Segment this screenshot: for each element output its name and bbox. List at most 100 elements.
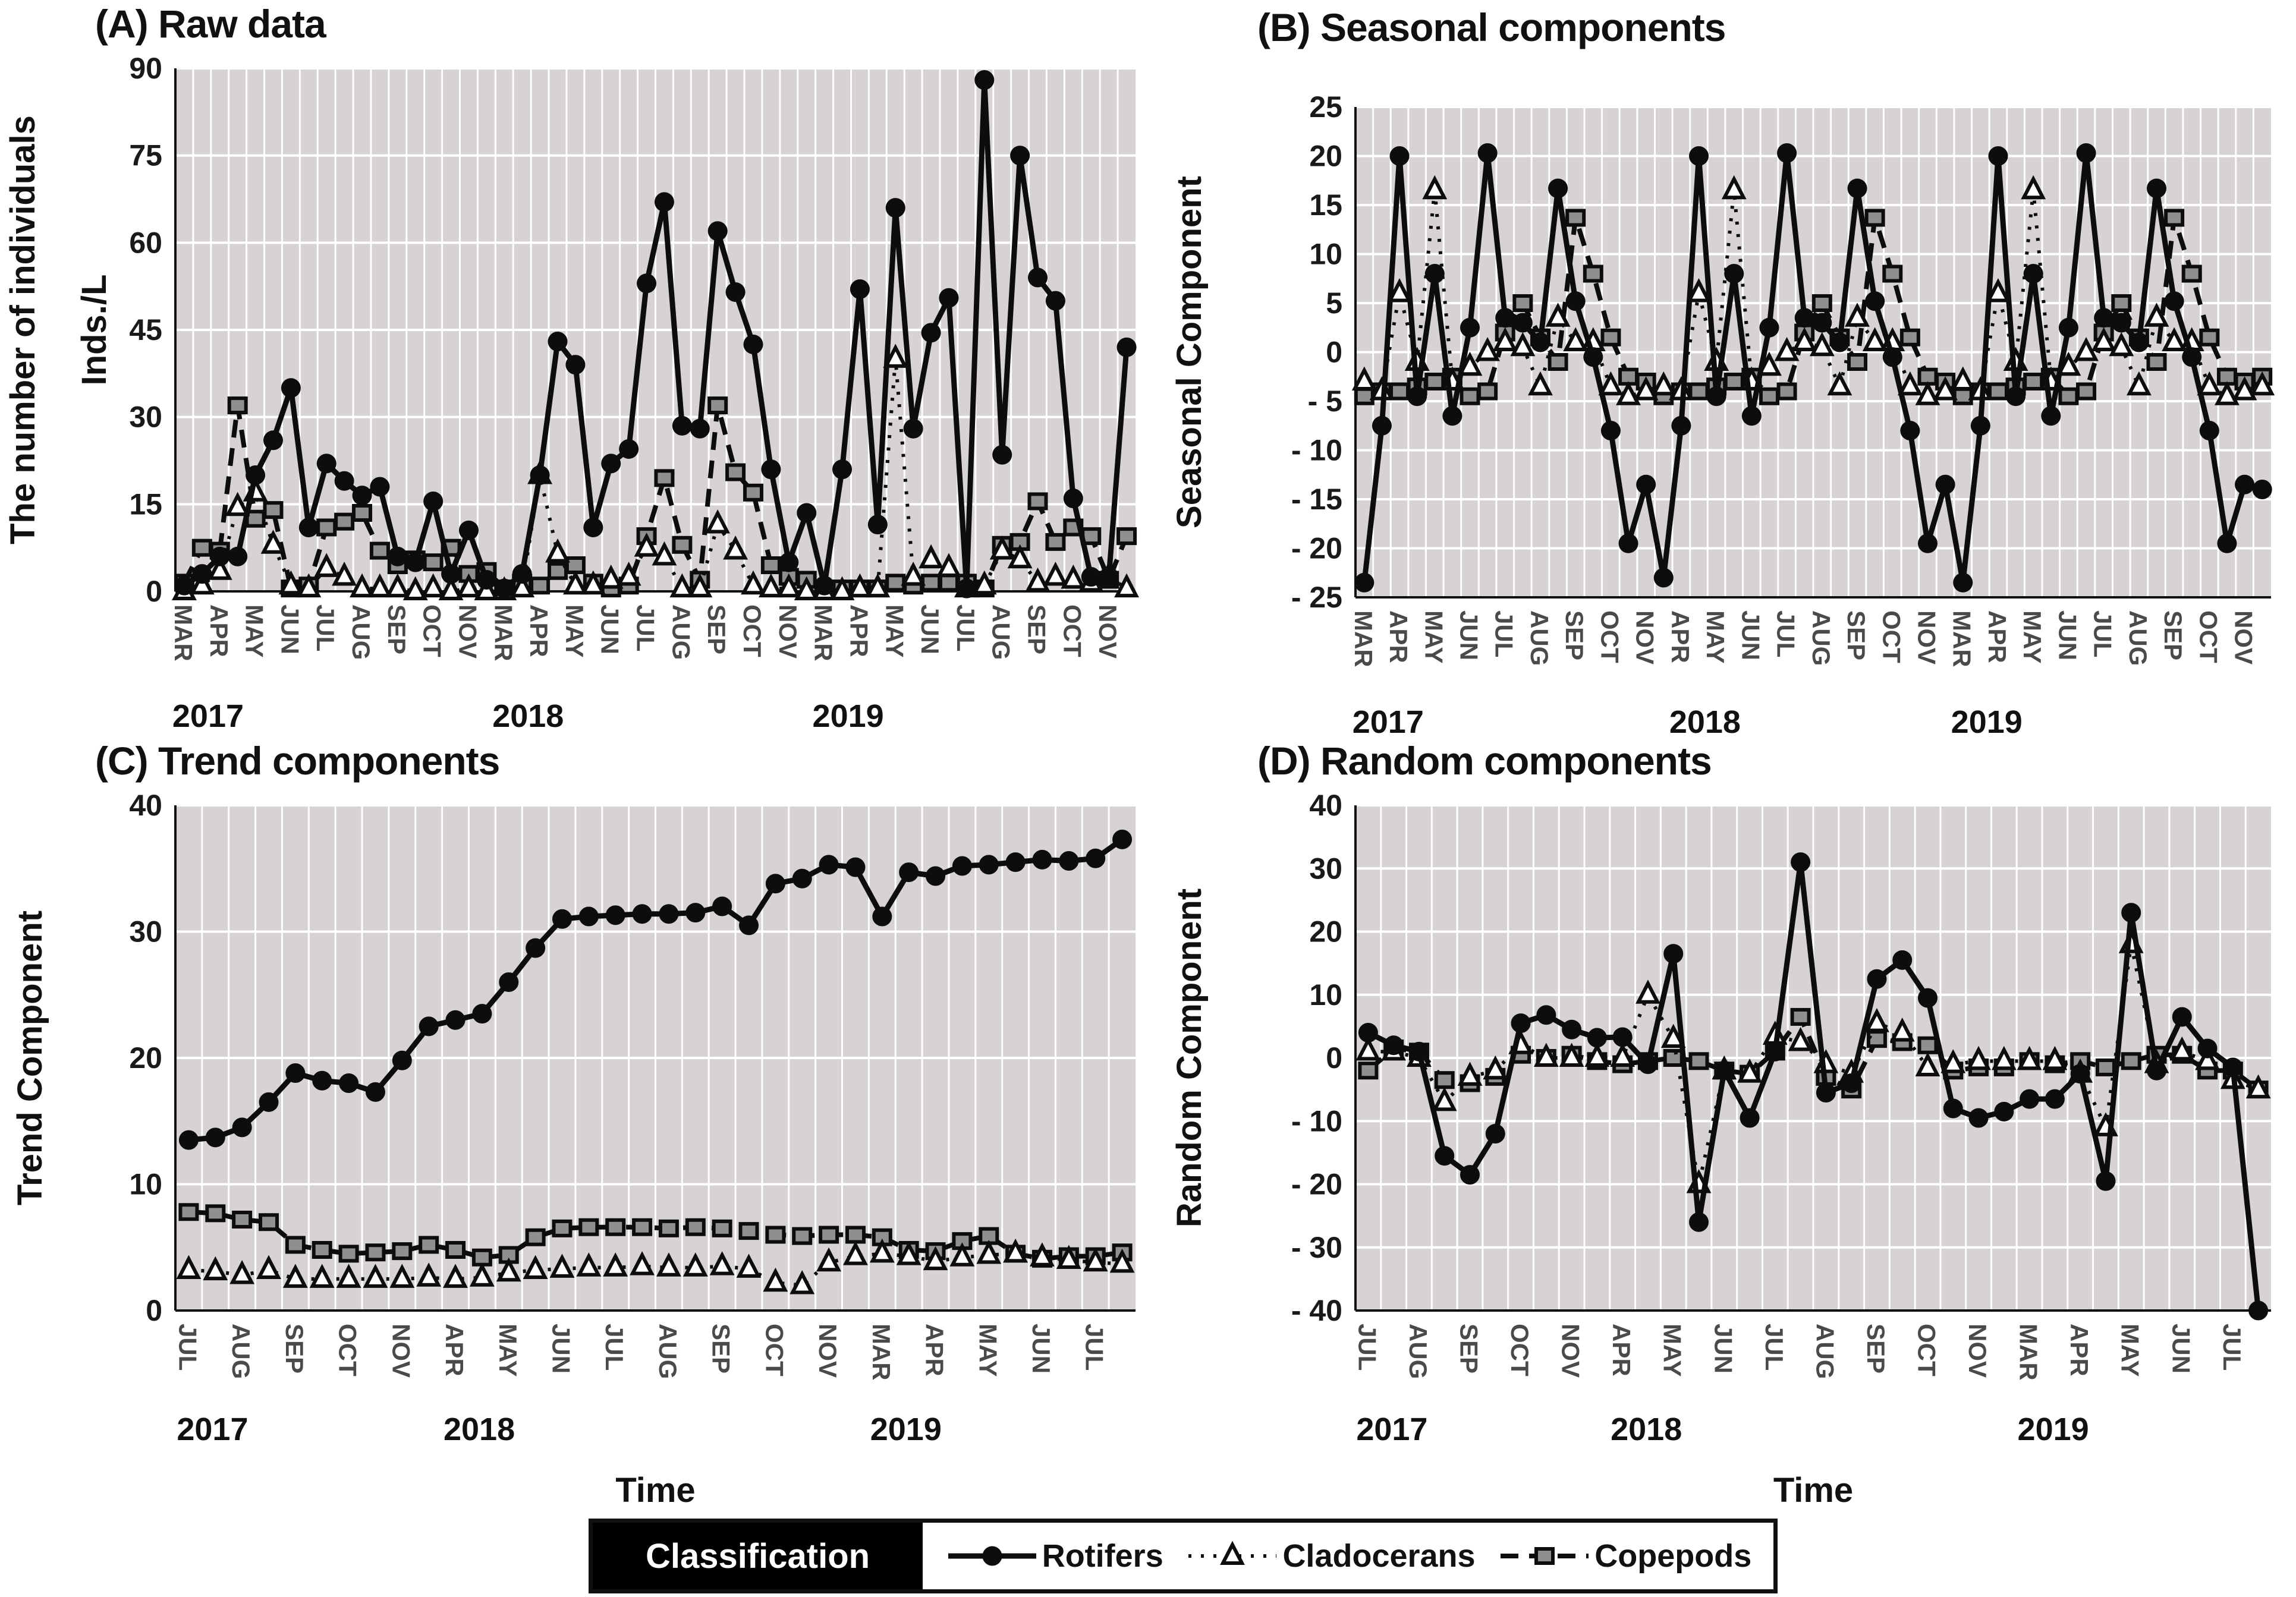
svg-text:0: 0 (146, 1294, 162, 1327)
svg-text:OCT: OCT (1596, 610, 1624, 663)
svg-text:JUL: JUL (1760, 1324, 1788, 1371)
svg-text:OCT: OCT (1058, 604, 1086, 657)
svg-text:2019: 2019 (1951, 704, 2023, 734)
svg-text:15: 15 (129, 487, 162, 521)
month-tick-labels: JUL AUG SEP OCT NOV APR MAY JUN JUL AUG SEP OCT NOV M… (174, 1324, 1108, 1381)
svg-text:SEP: SEP (2159, 610, 2187, 660)
svg-text:2018: 2018 (1611, 1412, 1682, 1447)
svg-text:90: 90 (129, 52, 162, 85)
svg-text:2018: 2018 (444, 1412, 515, 1447)
legend-item-label: Rotifers (1042, 1538, 1163, 1574)
svg-text:0: 0 (1326, 1041, 1342, 1075)
svg-text:JUL: JUL (312, 604, 339, 651)
svg-text:MAY: MAY (241, 604, 269, 657)
svg-text:Trend Component: Trend Component (11, 911, 49, 1205)
svg-text:60: 60 (129, 226, 162, 259)
svg-text:- 10: - 10 (1291, 1104, 1342, 1138)
svg-text:AUG: AUG (987, 604, 1015, 660)
svg-text:MAR: MAR (1350, 610, 1377, 667)
svg-text:AUG: AUG (227, 1324, 255, 1379)
svg-text:JUL: JUL (174, 1324, 202, 1371)
panel-seasonal-components: (B) Seasonal components - 25 - 20 - 15 - 10… (1159, 0, 2292, 734)
svg-text:MAY: MAY (561, 604, 589, 657)
svg-text:JUN: JUN (1737, 610, 1765, 660)
svg-text:NOV: NOV (1557, 1324, 1585, 1378)
svg-text:45: 45 (129, 313, 162, 347)
svg-text:SEP: SEP (281, 1324, 309, 1374)
svg-text:NOV: NOV (1094, 604, 1122, 659)
svg-text:MAR: MAR (169, 604, 197, 662)
svg-text:JUL: JUL (1772, 610, 1800, 657)
svg-text:OCT: OCT (738, 604, 766, 657)
svg-text:2017: 2017 (172, 698, 244, 734)
svg-text:OCT: OCT (1877, 610, 1905, 663)
svg-text:MAY: MAY (2018, 610, 2046, 663)
axes (1354, 107, 2271, 599)
svg-text:NOV: NOV (2230, 610, 2258, 664)
svg-text:JUN: JUN (916, 604, 944, 654)
legend-item-cladocerans: Cladocerans (1185, 1538, 1476, 1574)
svg-text:MAR: MAR (489, 604, 517, 662)
panel-c-title: (C) Trend components (95, 739, 500, 783)
legend-item-label: Copepods (1594, 1538, 1752, 1574)
svg-text:20: 20 (1309, 915, 1342, 949)
svg-text:NOV: NOV (387, 1324, 415, 1378)
svg-text:AUG: AUG (654, 1324, 682, 1379)
panel-b-title: (B) Seasonal components (1257, 5, 1726, 49)
svg-text:2017: 2017 (1356, 1412, 1427, 1447)
gridlines (1355, 804, 2271, 1312)
svg-text:JUL: JUL (600, 1324, 628, 1371)
svg-text:30: 30 (1309, 852, 1342, 885)
svg-text:APR: APR (205, 604, 233, 657)
month-tick-labels: JUL AUG SEP OCT NOV APR MAY JUN JUL AUG SEP OCT NOV M… (1353, 1324, 2245, 1381)
y-tick-labels: - 25 - 20 - 15 - 10 - 5 0 5 10 15 20 25 (1291, 90, 1342, 614)
svg-text:JUN: JUN (547, 1324, 575, 1374)
svg-text:NOV: NOV (774, 604, 802, 659)
svg-text:OCT: OCT (760, 1324, 788, 1376)
svg-text:JUN: JUN (1027, 1324, 1055, 1374)
series-rotifers (174, 70, 1137, 599)
svg-text:MAR: MAR (810, 604, 838, 662)
svg-text:2017: 2017 (177, 1412, 248, 1447)
svg-text:OCT: OCT (334, 1324, 362, 1376)
svg-text:MAY: MAY (1701, 610, 1729, 663)
svg-text:15: 15 (1309, 188, 1342, 222)
svg-text:SEP: SEP (383, 604, 411, 654)
svg-text:JUN: JUN (2167, 1324, 2195, 1374)
svg-text:2019: 2019 (2018, 1412, 2089, 1447)
y-tick-labels: 0 10 20 30 40 (129, 789, 162, 1327)
y-tick-labels: 0 15 30 45 60 75 90 (129, 52, 162, 608)
svg-text:- 15: - 15 (1291, 483, 1342, 516)
month-tick-labels: MAR APR MAY JUN JUL AUG SEP OCT NOV MAR APR MAY JUN J… (169, 604, 1122, 662)
svg-text:MAR: MAR (867, 1324, 895, 1381)
svg-text:APR: APR (1608, 1324, 1635, 1376)
axes (174, 805, 1136, 1312)
svg-text:APR: APR (2065, 1324, 2093, 1376)
svg-text:SEP: SEP (1561, 610, 1589, 660)
svg-text:10: 10 (129, 1168, 162, 1201)
series-rotifers (1358, 852, 2269, 1321)
svg-text:Random Component: Random Component (1170, 889, 1209, 1227)
svg-text:MAY: MAY (1420, 610, 1448, 663)
svg-text:OCT: OCT (1506, 1324, 1534, 1376)
panel-raw-data: (A) Raw data 0 15 30 45 60 75 90 MAR APR MAY JUN JU… (6, 0, 1147, 734)
svg-text:AUG: AUG (2124, 610, 2152, 666)
svg-text:75: 75 (129, 139, 162, 172)
svg-text:10: 10 (1309, 238, 1342, 271)
svg-text:2018: 2018 (1669, 704, 1741, 734)
svg-text:MAR: MAR (2015, 1324, 2043, 1381)
gridlines (175, 804, 1136, 1312)
svg-text:APR: APR (441, 1324, 468, 1376)
year-labels: 2017 2018 2019 (1356, 1412, 2089, 1447)
svg-text:20: 20 (129, 1041, 162, 1075)
svg-text:2019: 2019 (870, 1412, 942, 1447)
svg-text:40: 40 (129, 789, 162, 822)
svg-text:JUL: JUL (952, 604, 980, 651)
svg-text:- 10: - 10 (1291, 434, 1342, 467)
svg-text:SEP: SEP (707, 1324, 735, 1374)
y-axis-title: Random Component (1170, 889, 1209, 1227)
svg-text:AUG: AUG (1404, 1324, 1432, 1379)
year-labels: 2017 2018 2019 (172, 698, 884, 734)
